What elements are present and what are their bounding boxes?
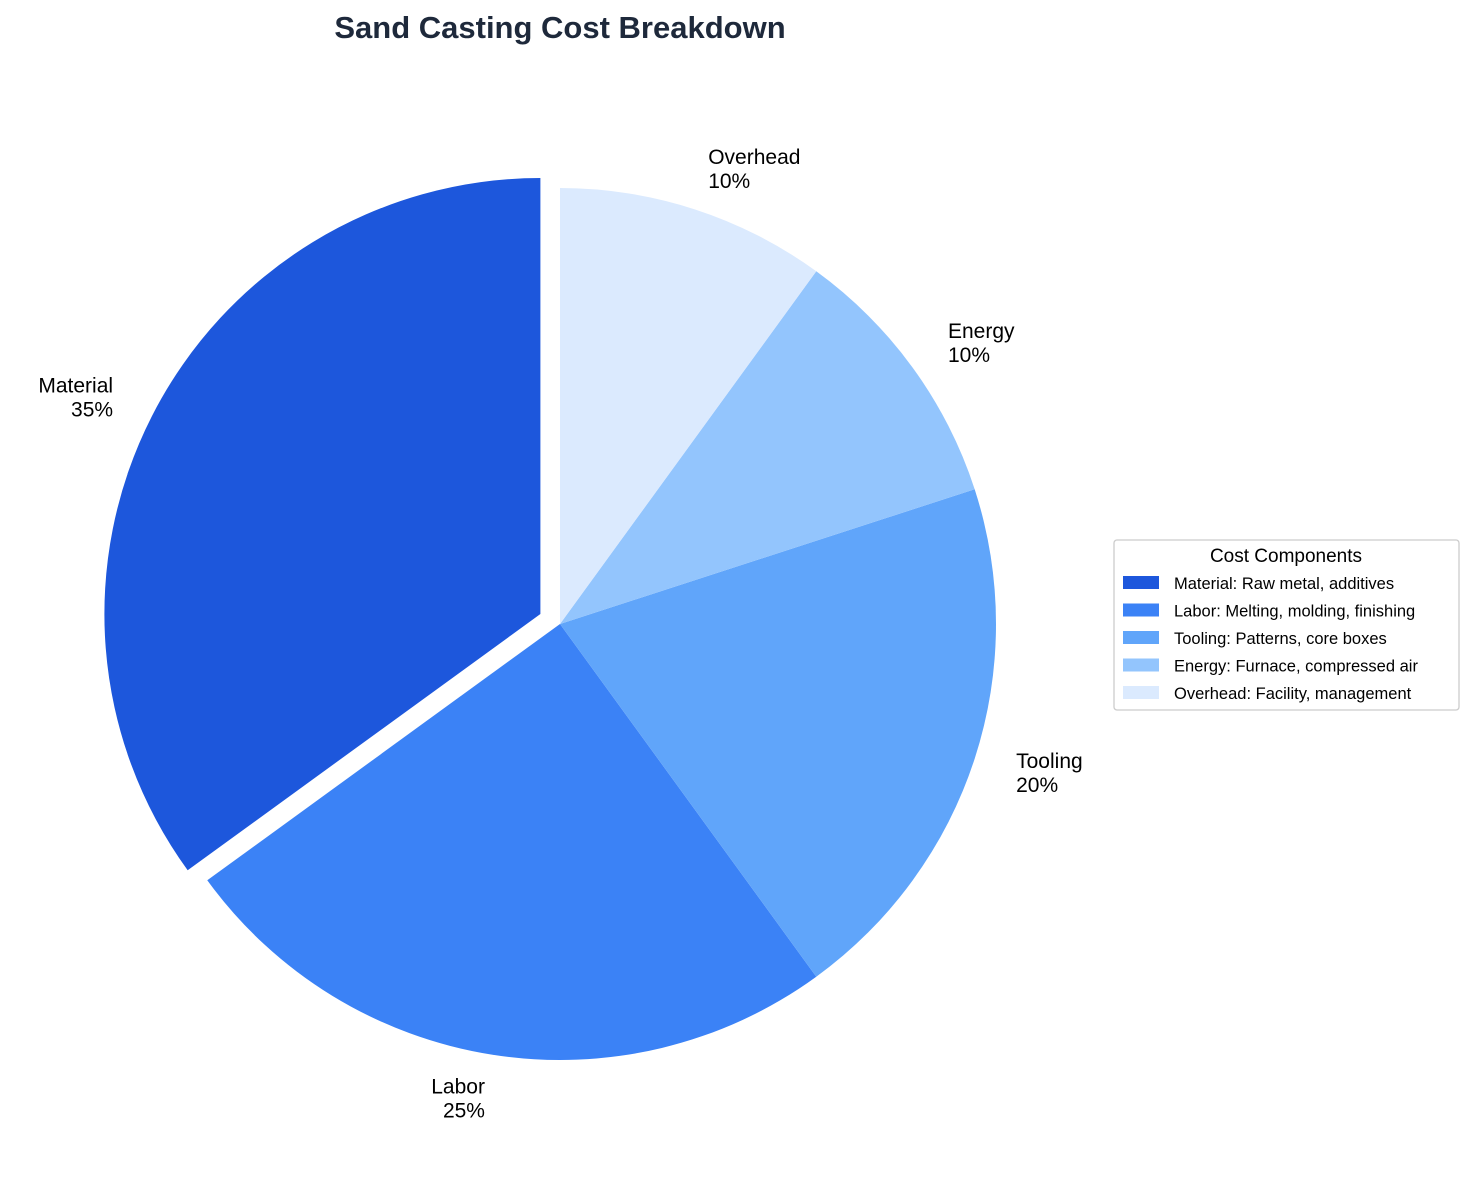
legend-label-energy: Energy: Furnace, compressed air [1174,658,1418,676]
legend-label-labor: Labor: Melting, molding, finishing [1174,603,1415,621]
slice-label-tooling: Tooling 20% [1016,750,1083,797]
legend-label-overhead: Overhead: Facility, management [1174,685,1412,703]
slice-overhead [560,188,817,624]
slice-energy [560,271,975,624]
slice-label-labor: Labor 25% [431,1076,485,1123]
legend-title: Cost Components [1210,546,1362,567]
legend-swatch-tooling [1123,631,1159,644]
legend-frame [1113,539,1460,711]
legend-swatch-overhead [1123,686,1159,699]
slice-labels: Material 35% Labor 25% Tooling 20% Energy 10% Ov… [38,146,1082,1123]
legend-items: Material: Raw metal, additives Labor: Mel… [1123,575,1418,703]
slice-material [104,178,541,871]
legend-label-tooling: Tooling: Patterns, core boxes [1174,630,1387,648]
legend: Cost Components Material: Raw metal, add… [1113,539,1460,711]
slice-label-energy: Energy 10% [948,320,1015,367]
pie-slices [104,178,996,1060]
slice-labor [207,624,817,1060]
legend-label-material: Material: Raw metal, additives [1174,575,1394,593]
slice-label-material: Material 35% [38,374,113,421]
slice-tooling [560,489,996,977]
slice-label-overhead: Overhead 10% [708,146,800,193]
legend-swatch-labor [1123,603,1159,617]
legend-swatch-material [1123,576,1159,589]
legend-swatch-energy [1123,658,1159,672]
chart-title: Sand Casting Cost Breakdown [334,10,785,45]
